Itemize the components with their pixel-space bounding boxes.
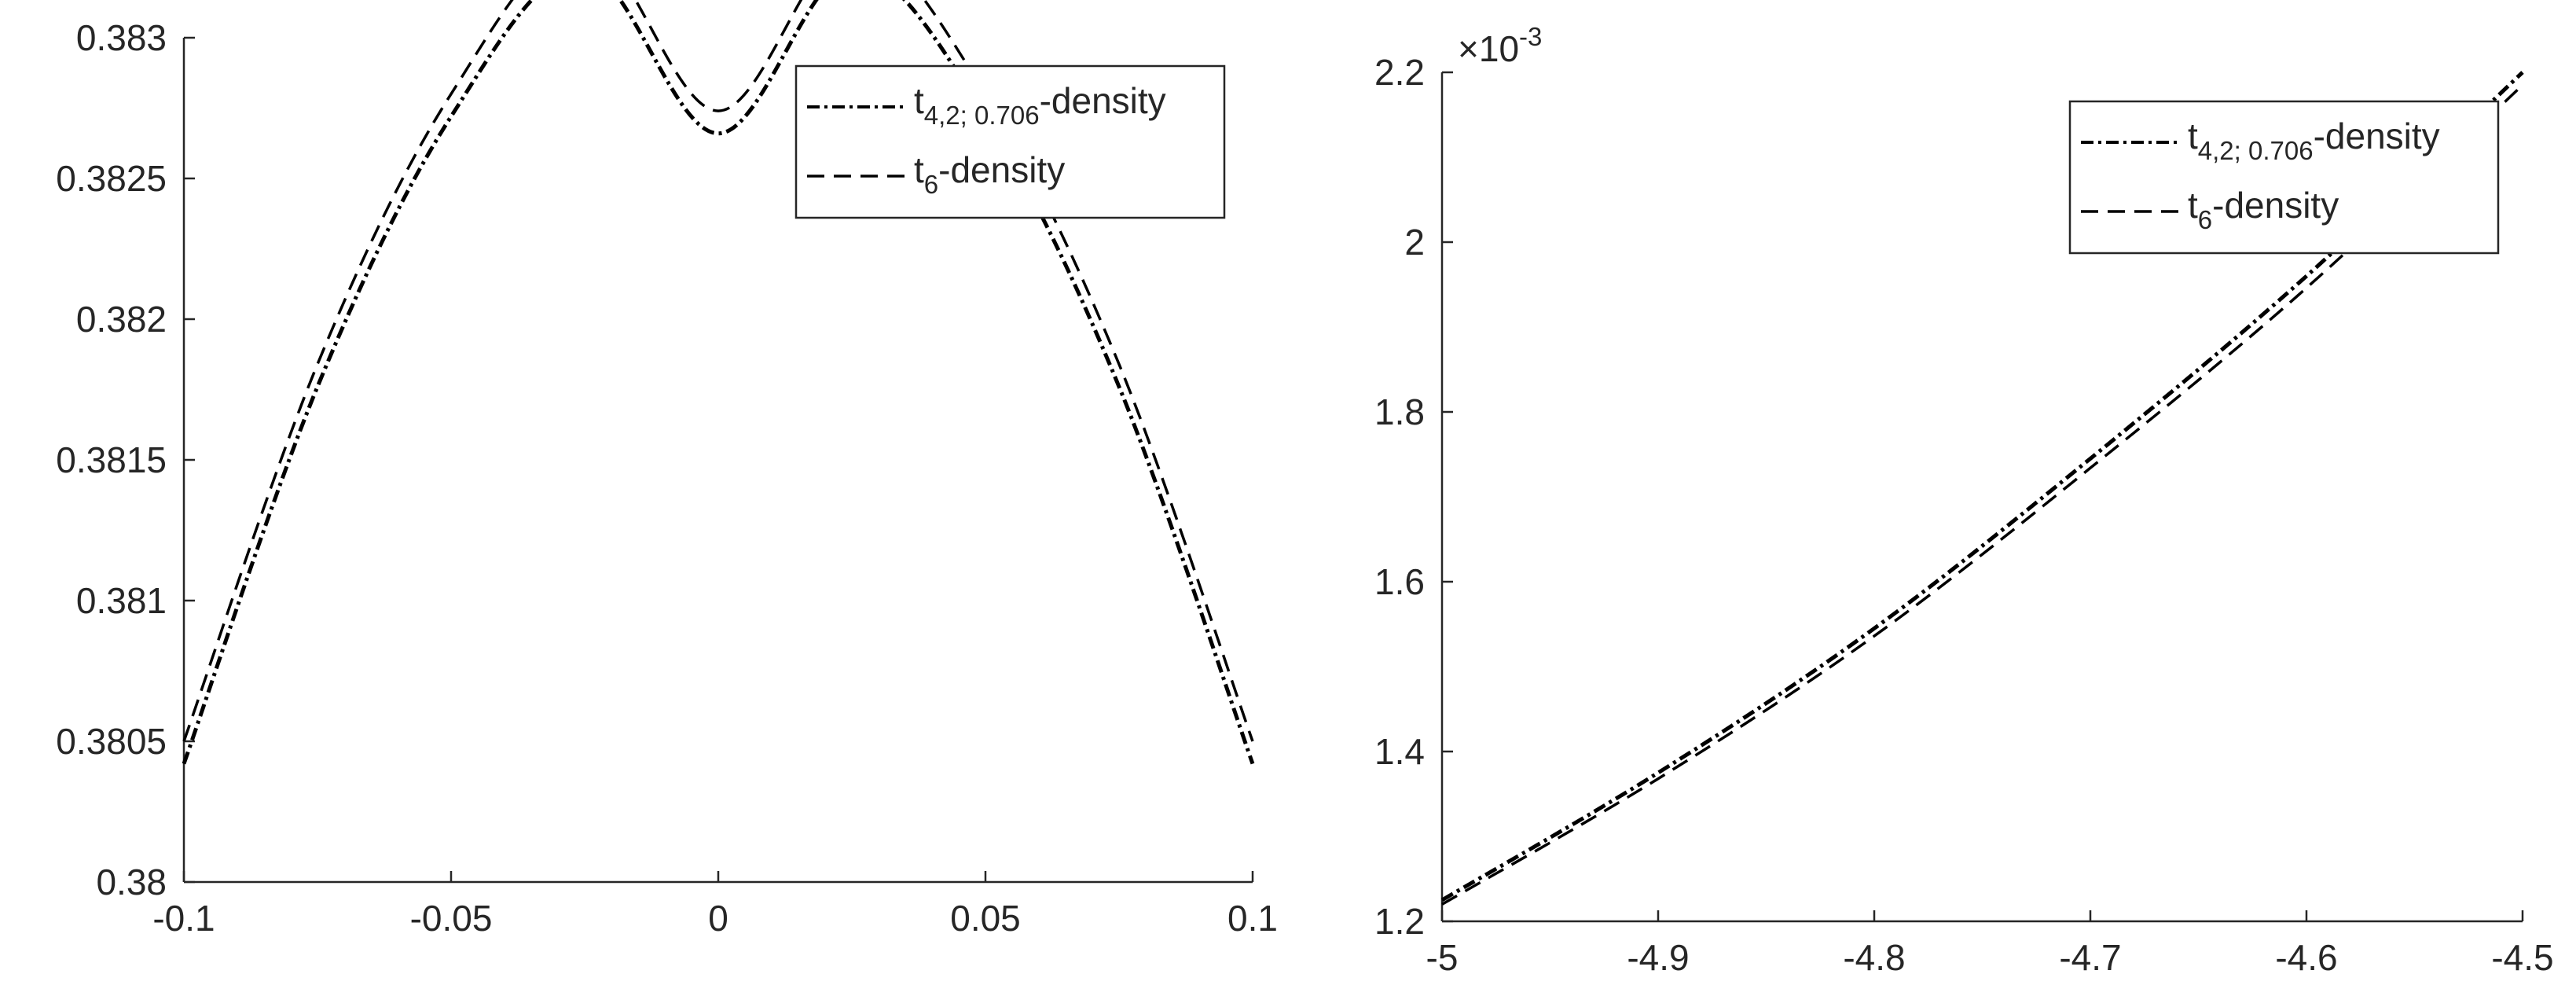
x-tick-label: -4.9 — [1627, 937, 1689, 978]
y-tick-label: 2 — [1404, 222, 1425, 263]
series-line-t42-density — [182, 0, 1255, 765]
y-tick-label: 1.2 — [1374, 901, 1425, 942]
y-tick-label: 0.3815 — [56, 439, 167, 480]
legend: t4,2; 0.706-density t6-density — [2068, 100, 2500, 255]
x-tick-label: -4.5 — [2491, 937, 2553, 978]
x-tick-label: -0.05 — [410, 898, 493, 939]
x-tick-label: -4.8 — [1843, 937, 1905, 978]
y-tick-label: 0.3805 — [56, 721, 167, 762]
y-tick-label: 0.38 — [96, 862, 167, 902]
legend: t4,2; 0.706-density t6-density — [794, 64, 1226, 219]
x-tick-label: -0.1 — [152, 898, 215, 939]
y-tick-label: 2.2 — [1374, 52, 1425, 93]
legend-box — [2068, 100, 2500, 255]
y-exponent-label: ×10-3 — [1458, 22, 1542, 69]
legend-entry-label: t4,2; 0.706-density — [2188, 116, 2440, 165]
x-tick-label: -4.6 — [2275, 937, 2337, 978]
legend-entry-label: t6-density — [2188, 185, 2339, 234]
y-tick-label: 1.6 — [1374, 561, 1425, 602]
series-line-t42-density — [1440, 71, 2524, 902]
x-tick-label: 0.1 — [1227, 898, 1278, 939]
x-tick-label: -4.7 — [2059, 937, 2121, 978]
x-tick-label: 0.05 — [950, 898, 1021, 939]
y-tick-label: 0.383 — [76, 17, 167, 58]
chart-panel-2: -5 -4.9 -4.8 -4.7 -4.6 -4.5 1.2 1.4 1.6 1.8 2 2.2 ×1… — [1374, 22, 2554, 978]
chart-panel-1: -0.1 -0.05 0 0.05 0.1 0.38 0.3805 0.381 0.3815 0.… — [56, 0, 1278, 939]
legend-box — [794, 64, 1226, 219]
legend-entry-label: t6-density — [914, 149, 1065, 199]
x-tick-label: 0 — [708, 898, 728, 939]
series-line-t6-density — [182, 0, 1254, 742]
y-tick-label: 0.3825 — [56, 158, 167, 199]
y-tick-label: 1.4 — [1374, 731, 1425, 772]
y-tick-label: 1.8 — [1374, 391, 1425, 432]
series-line-t6-density — [1441, 83, 2524, 906]
legend-entry-label: t4,2; 0.706-density — [914, 80, 1166, 130]
y-tick-label: 0.382 — [76, 299, 167, 340]
x-tick-label: -5 — [1426, 937, 1459, 978]
y-tick-label: 0.381 — [76, 580, 167, 621]
